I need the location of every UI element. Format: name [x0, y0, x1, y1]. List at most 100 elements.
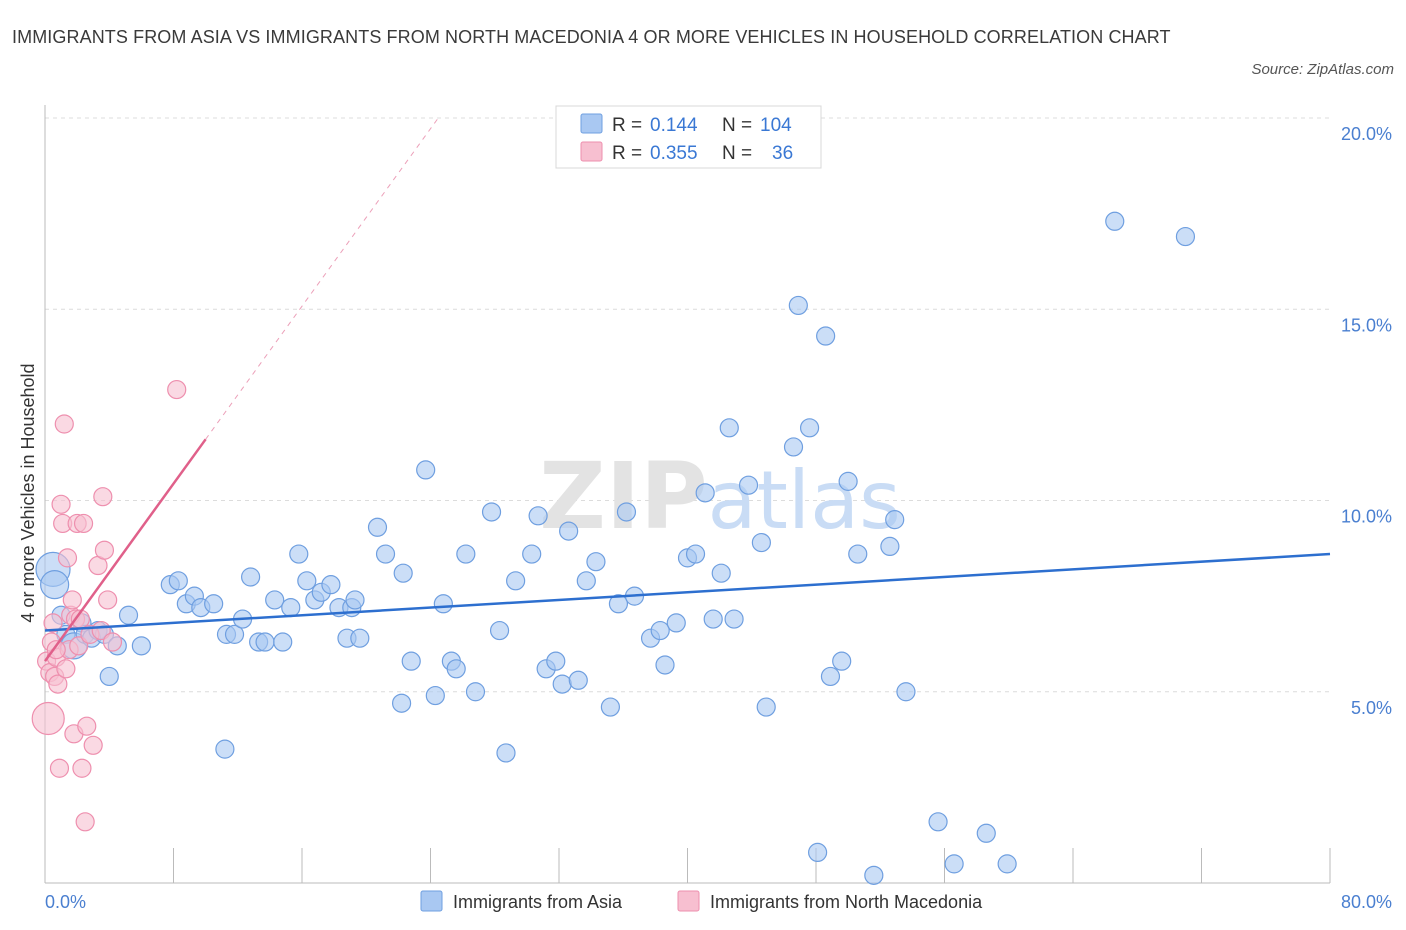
- asia-point: [350, 628, 370, 648]
- asia-point: [600, 697, 621, 717]
- asia-point: [489, 620, 510, 641]
- trend-lines: [43, 117, 1331, 662]
- gridlines: [45, 117, 1330, 693]
- asia-point: [224, 624, 245, 644]
- legend-r-value-1: 0.144: [650, 115, 698, 136]
- asia-point: [433, 594, 453, 614]
- asia-point: [321, 575, 341, 595]
- asia-point: [559, 521, 579, 541]
- asia-point: [666, 613, 686, 633]
- asia-point: [131, 636, 151, 656]
- asia-point: [465, 682, 486, 702]
- y-tick-label: 15.0%: [1341, 315, 1392, 335]
- asia-point: [816, 326, 836, 346]
- y-tick-label: 20.0%: [1341, 124, 1392, 144]
- legend-n-label-1: N =: [722, 115, 752, 136]
- asia-point: [273, 632, 293, 652]
- tick-labels: 5.0% 10.0% 15.0% 20.0% 0.0% 80.0%: [45, 124, 1392, 912]
- macedonia-point: [48, 674, 68, 694]
- asia-point: [265, 590, 285, 610]
- bottom-legend: Immigrants from Asia Immigrants from Nor…: [420, 890, 983, 912]
- axes: [44, 105, 1331, 884]
- macedonia-point: [167, 379, 187, 400]
- asia-point: [650, 620, 670, 641]
- asia-point: [255, 632, 275, 652]
- asia-point: [808, 842, 828, 863]
- asia-point: [885, 510, 905, 530]
- asia-point: [1175, 226, 1196, 247]
- macedonia-point: [69, 636, 89, 656]
- trend-line-macedonia: [43, 438, 207, 662]
- asia-point: [289, 544, 309, 564]
- asia-point: [118, 605, 139, 625]
- asia-point: [944, 854, 964, 874]
- legend-n-value-1: 104: [760, 115, 792, 136]
- macedonia-point: [31, 701, 65, 736]
- trend-extension-macedonia: [205, 117, 439, 440]
- asia-point: [391, 693, 412, 713]
- legend-r-label-2: R =: [612, 143, 642, 164]
- source-label: Source: ZipAtlas.com: [1251, 61, 1394, 78]
- x-tick-label: 0.0%: [45, 892, 86, 912]
- watermark: ZIPatlas: [539, 443, 901, 550]
- asia-point: [204, 594, 224, 614]
- macedonia-point: [56, 659, 76, 679]
- asia-point: [375, 544, 396, 564]
- asia-point: [546, 651, 566, 671]
- asia-point: [446, 659, 466, 679]
- asia-point: [456, 544, 476, 564]
- macedonia-point: [46, 640, 66, 660]
- asia-point: [783, 437, 804, 457]
- asia-point: [425, 685, 445, 706]
- bottom-legend-macedonia: Immigrants from North Macedonia: [710, 892, 983, 912]
- asia-point: [608, 594, 629, 614]
- asia-point: [552, 674, 572, 694]
- asia-point: [506, 571, 526, 591]
- macedonia-point: [77, 716, 97, 736]
- asia-point: [997, 854, 1017, 874]
- asia-point: [367, 517, 388, 537]
- trend-line-asia: [44, 552, 1331, 632]
- asia-point: [528, 506, 548, 526]
- stats-legend: R = 0.144 N = 104 R = 0.355 N = 36: [555, 105, 822, 169]
- macedonia-point: [98, 590, 118, 610]
- legend-swatch-macedonia: [580, 141, 603, 162]
- asia-point: [719, 418, 739, 438]
- legend-r-label-1: R =: [612, 115, 642, 136]
- asia-point: [168, 571, 188, 591]
- asia-point: [576, 571, 596, 591]
- asia-point: [496, 743, 516, 763]
- asia-point: [655, 655, 675, 675]
- asia-point: [568, 670, 588, 690]
- asia-point: [880, 536, 900, 557]
- asia-point: [522, 544, 542, 564]
- asia-point: [799, 418, 820, 438]
- asia-point: [481, 502, 502, 522]
- macedonia-point: [75, 812, 95, 832]
- macedonia-point: [51, 494, 71, 514]
- asia-point: [215, 739, 235, 759]
- macedonia-point: [54, 414, 74, 434]
- legend-r-value-2: 0.355: [650, 143, 698, 164]
- series-asia-points: [35, 211, 1196, 885]
- asia-point: [820, 666, 841, 687]
- asia-point: [281, 597, 301, 618]
- y-tick-label: 5.0%: [1351, 698, 1392, 718]
- x-tick-label: 80.0%: [1341, 892, 1392, 912]
- macedonia-point: [83, 735, 103, 755]
- macedonia-point: [73, 513, 94, 534]
- asia-point: [416, 460, 436, 480]
- asia-point: [695, 483, 715, 503]
- asia-point: [703, 609, 723, 629]
- asia-point: [393, 563, 413, 583]
- macedonia-point: [102, 632, 123, 652]
- macedonia-point: [43, 613, 63, 633]
- asia-point: [788, 295, 808, 316]
- asia-point: [586, 552, 606, 572]
- series-macedonia-points: [31, 379, 187, 832]
- asia-point: [848, 544, 868, 564]
- asia-point: [864, 865, 884, 885]
- macedonia-point: [93, 487, 113, 507]
- asia-point: [738, 475, 759, 495]
